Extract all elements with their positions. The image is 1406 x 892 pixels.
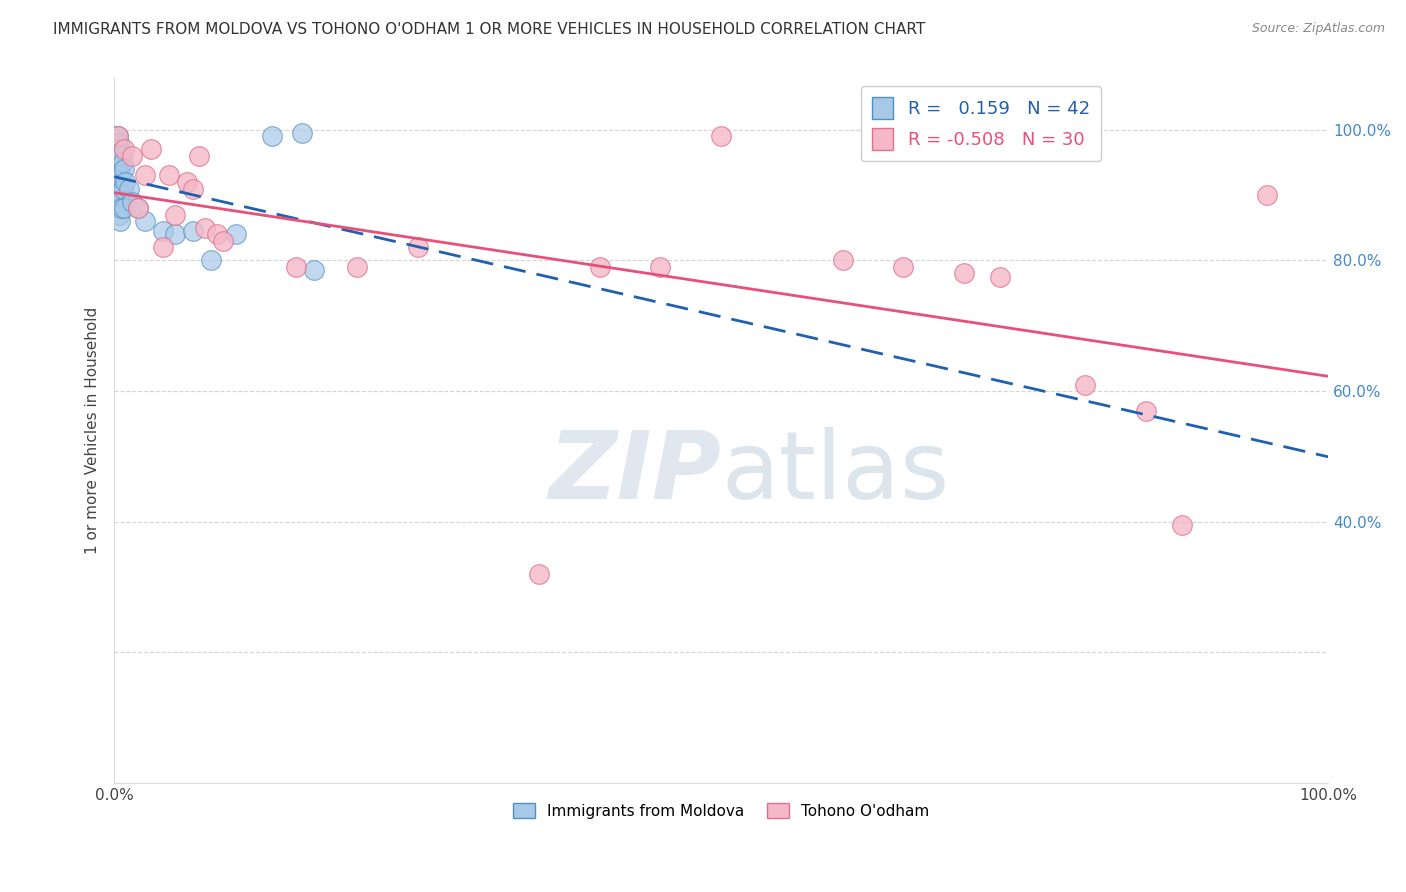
Point	[110, 142, 132, 156]
Point	[1256, 188, 1278, 202]
Point	[107, 129, 129, 144]
Point	[1171, 518, 1194, 533]
Point	[1135, 403, 1157, 417]
Point	[127, 201, 149, 215]
Point	[105, 161, 128, 176]
Point	[108, 208, 131, 222]
Point	[107, 194, 129, 209]
Point	[134, 214, 156, 228]
Point	[110, 214, 132, 228]
Point	[181, 224, 204, 238]
Point	[260, 129, 283, 144]
Point	[105, 149, 128, 163]
Point	[176, 175, 198, 189]
Point	[110, 149, 132, 163]
Point	[291, 126, 314, 140]
Point	[110, 201, 132, 215]
Point	[107, 181, 129, 195]
Point	[105, 129, 128, 144]
Point	[107, 169, 129, 183]
Point	[114, 175, 136, 189]
Point	[121, 149, 143, 163]
Point	[108, 136, 131, 150]
Point	[194, 220, 217, 235]
Point	[152, 240, 174, 254]
Point	[112, 161, 135, 176]
Point	[285, 260, 308, 274]
Point	[108, 161, 131, 176]
Point	[1074, 377, 1097, 392]
Point	[111, 181, 134, 195]
Point	[650, 260, 672, 274]
Point	[104, 169, 127, 183]
Point	[105, 136, 128, 150]
Point	[157, 169, 180, 183]
Point	[891, 260, 914, 274]
Point	[181, 181, 204, 195]
Point	[990, 269, 1012, 284]
Point	[139, 142, 162, 156]
Point	[118, 181, 141, 195]
Point	[108, 149, 131, 163]
Point	[104, 142, 127, 156]
Point	[107, 142, 129, 156]
Point	[589, 260, 612, 274]
Point	[710, 129, 733, 144]
Point	[112, 142, 135, 156]
Point	[152, 224, 174, 238]
Point	[953, 267, 976, 281]
Point	[107, 129, 129, 144]
Text: Source: ZipAtlas.com: Source: ZipAtlas.com	[1251, 22, 1385, 36]
Point	[134, 169, 156, 183]
Point	[406, 240, 429, 254]
Point	[346, 260, 368, 274]
Text: IMMIGRANTS FROM MOLDOVA VS TOHONO O'ODHAM 1 OR MORE VEHICLES IN HOUSEHOLD CORREL: IMMIGRANTS FROM MOLDOVA VS TOHONO O'ODHA…	[53, 22, 925, 37]
Point	[112, 201, 135, 215]
Point	[225, 227, 247, 242]
Point	[104, 155, 127, 169]
Point	[105, 175, 128, 189]
Point	[110, 169, 132, 183]
Legend: Immigrants from Moldova, Tohono O'odham: Immigrants from Moldova, Tohono O'odham	[508, 797, 935, 825]
Point	[831, 253, 853, 268]
Point	[304, 263, 326, 277]
Text: atlas: atlas	[721, 426, 949, 518]
Text: ZIP: ZIP	[548, 426, 721, 518]
Point	[110, 155, 132, 169]
Point	[121, 194, 143, 209]
Y-axis label: 1 or more Vehicles in Household: 1 or more Vehicles in Household	[86, 307, 100, 554]
Point	[111, 155, 134, 169]
Point	[127, 201, 149, 215]
Point	[110, 188, 132, 202]
Point	[207, 227, 229, 242]
Point	[107, 155, 129, 169]
Point	[527, 566, 550, 581]
Point	[212, 234, 235, 248]
Point	[163, 227, 186, 242]
Point	[188, 149, 211, 163]
Point	[163, 208, 186, 222]
Point	[200, 253, 222, 268]
